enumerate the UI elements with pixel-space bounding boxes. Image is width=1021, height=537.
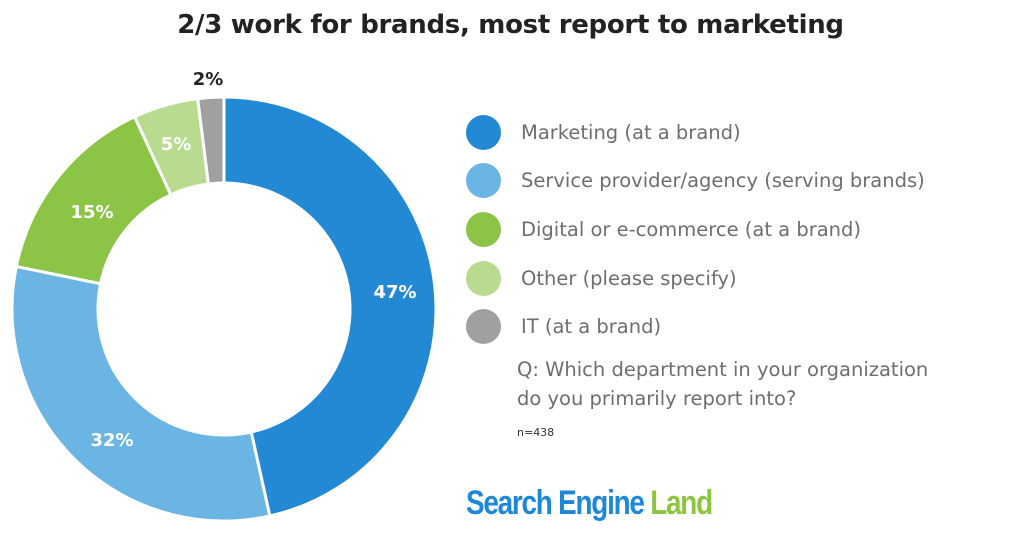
sample-size: n=438 (517, 426, 555, 439)
label-marketing: 47% (373, 282, 416, 303)
legend-label: IT (at a brand) (521, 315, 662, 339)
label-service: 32% (90, 430, 133, 451)
slice-labels: 47% 32% 15% 5% 2% (70, 69, 416, 451)
donut-slices (10, 95, 438, 523)
question-line-2: do you primarily report into? (517, 387, 797, 410)
slice-service-provider (10, 264, 272, 523)
slice-marketing (222, 95, 438, 518)
legend-swatch-icon (466, 114, 501, 150)
donut-chart: 47% 32% 15% 5% 2% (10, 69, 438, 523)
legend: Marketing (at a brand) Service provider/… (466, 108, 925, 351)
chart-title: 2/3 work for brands, most report to mark… (177, 10, 844, 40)
legend-item-marketing: Marketing (at a brand) (466, 108, 925, 157)
logo-part-search-engine: Search Engine (466, 484, 645, 522)
label-digital: 15% (70, 202, 113, 223)
search-engine-land-logo: Search Engine Land (466, 484, 713, 523)
survey-question: Q: Which department in your organization… (517, 355, 1017, 413)
logo-part-land: Land (650, 484, 713, 522)
legend-label: Service provider/agency (serving brands) (521, 169, 925, 193)
legend-label: Digital or e-commerce (at a brand) (521, 217, 862, 241)
label-other: 5% (161, 134, 192, 155)
label-it: 2% (193, 69, 224, 90)
slice-it (196, 95, 226, 186)
legend-swatch-icon (466, 211, 501, 247)
legend-swatch-icon (466, 163, 501, 199)
legend-item-digital: Digital or e-commerce (at a brand) (466, 205, 925, 254)
legend-label: Other (please specify) (521, 266, 737, 290)
question-line-1: Q: Which department in your organization (517, 358, 929, 381)
legend-item-it: IT (at a brand) (466, 302, 925, 351)
legend-item-other: Other (please specify) (466, 254, 925, 303)
legend-item-service-provider: Service provider/agency (serving brands) (466, 157, 925, 206)
legend-swatch-icon (466, 260, 501, 296)
legend-swatch-icon (466, 309, 501, 345)
legend-label: Marketing (at a brand) (521, 120, 741, 144)
